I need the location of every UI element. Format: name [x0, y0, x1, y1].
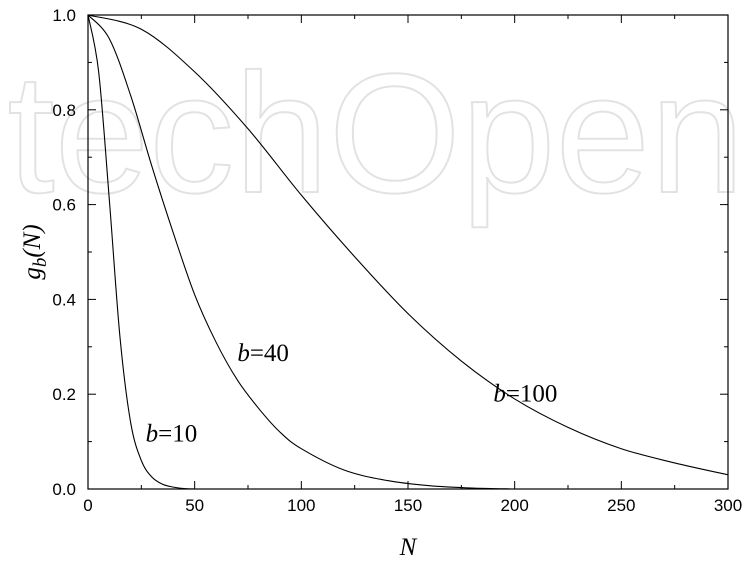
curve-label-2: b=100 — [493, 380, 557, 407]
y-tick-label: 0.8 — [52, 101, 76, 120]
x-tick-label: 100 — [287, 496, 315, 515]
y-tick-label: 0.4 — [52, 290, 76, 309]
x-tick-label: 200 — [500, 496, 528, 515]
series-lines — [87, 14, 729, 490]
annotations: b=10b=40b=100 — [146, 340, 558, 448]
watermark: techOpen — [7, 39, 744, 229]
x-tick-label: 0 — [83, 496, 92, 515]
y-tick-label: 1.0 — [52, 6, 76, 25]
y-axis-title-arg: (N) — [19, 224, 46, 257]
curve-label-0: b=10 — [146, 421, 198, 448]
x-tick-label: 300 — [714, 496, 742, 515]
y-tick-label: 0.2 — [52, 385, 76, 404]
series-line-b10 — [87, 14, 195, 490]
y-tick-label: 0.6 — [52, 196, 76, 215]
curve-label-var: b — [237, 340, 250, 367]
tick-labels: 0 50 100 150 200 250 300 0.0 0.2 0.4 0.6 0.8 1.0 — [52, 6, 742, 515]
curve-label-var: b — [146, 421, 159, 448]
series-line-b100 — [87, 14, 729, 476]
y-axis-title: gb(N) — [19, 224, 51, 279]
curve-label-1: b=40 — [237, 340, 289, 367]
x-tick-label: 150 — [394, 496, 422, 515]
curve-label-value: =100 — [506, 380, 558, 407]
x-tick-label: 50 — [185, 496, 204, 515]
x-tick-label: 250 — [607, 496, 635, 515]
y-axis-title-sub: b — [30, 258, 51, 268]
curve-label-var: b — [493, 380, 506, 407]
series-line-b40 — [87, 14, 515, 490]
y-axis-title-base: g — [19, 267, 46, 280]
curve-label-value: =40 — [250, 340, 289, 367]
ticks — [87, 14, 729, 490]
curve-label-value: =10 — [158, 421, 197, 448]
y-tick-label: 0.0 — [52, 480, 76, 499]
x-axis-title: N — [399, 534, 418, 561]
